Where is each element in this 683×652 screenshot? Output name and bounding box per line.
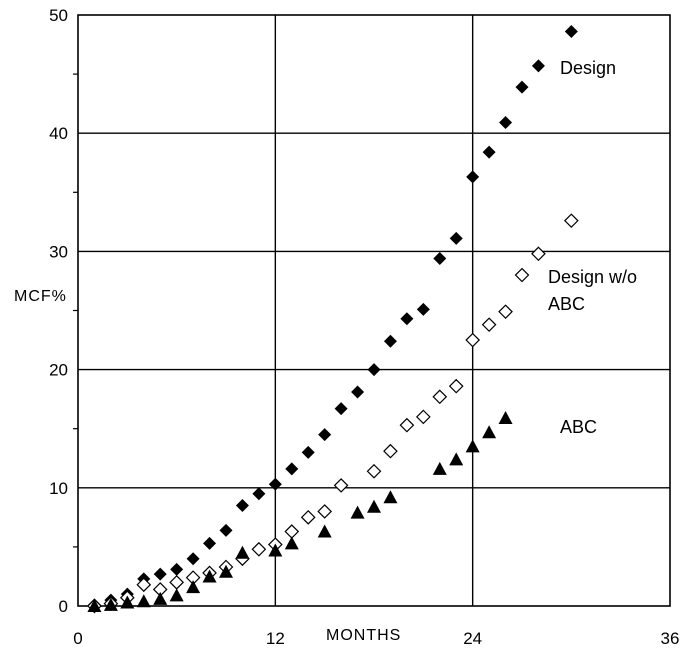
point-abc (498, 411, 513, 425)
point-design-w-o-abc (514, 267, 530, 283)
point-design-w-o-abc (366, 463, 382, 479)
point-design-w-o-abc (481, 317, 497, 333)
point-design-w-o-abc (448, 378, 464, 394)
point-design (153, 567, 167, 581)
point-design (515, 80, 529, 94)
series-label-design-wo-line2: ABC (548, 294, 585, 314)
point-abc (235, 545, 250, 559)
point-design-w-o-abc (136, 577, 152, 593)
point-design-w-o-abc (169, 575, 185, 590)
point-design (268, 477, 282, 491)
point-design (301, 445, 315, 459)
y-tick-label: 20 (49, 361, 68, 380)
x-tick-label: 0 (73, 629, 82, 648)
point-design (318, 428, 332, 442)
point-abc (432, 461, 447, 475)
point-design (466, 170, 480, 184)
point-design-w-o-abc (465, 332, 481, 348)
point-abc (87, 599, 102, 612)
point-abc (449, 452, 464, 466)
tick-labels: 0 10 20 30 40 50 0 12 24 36 (49, 6, 679, 648)
point-abc (169, 588, 184, 602)
point-design (383, 334, 397, 348)
point-design (416, 302, 430, 316)
point-abc (202, 569, 217, 583)
point-abc (350, 505, 365, 519)
y-tick-label: 10 (49, 479, 68, 498)
point-design (186, 552, 200, 566)
point-design (219, 523, 233, 537)
x-tick-label: 12 (266, 629, 285, 648)
point-abc (284, 536, 299, 550)
y-axis-title: MCF% (14, 288, 67, 305)
point-design-w-o-abc (415, 409, 431, 425)
series-label-design: Design (560, 58, 616, 78)
point-abc (317, 524, 332, 538)
grid (73, 14, 671, 607)
point-abc (136, 594, 151, 608)
point-design (449, 231, 463, 245)
point-abc (120, 595, 135, 609)
point-design (252, 487, 266, 501)
point-abc (103, 597, 118, 611)
point-design (203, 536, 217, 550)
x-tick-label: 24 (463, 629, 482, 648)
point-design-w-o-abc (333, 478, 349, 493)
point-design-w-o-abc (317, 504, 333, 519)
y-tick-label: 50 (49, 6, 68, 25)
point-design-w-o-abc (284, 524, 300, 539)
point-abc (383, 490, 398, 504)
point-abc (367, 499, 381, 513)
point-abc (465, 439, 480, 453)
point-design (285, 462, 299, 476)
point-design (499, 116, 513, 130)
point-abc (153, 591, 168, 605)
point-abc (482, 425, 497, 439)
point-abc (186, 580, 201, 594)
point-design-w-o-abc (563, 213, 579, 229)
point-design (170, 562, 184, 576)
point-design (482, 145, 496, 159)
point-design-w-o-abc (300, 510, 316, 525)
point-design-w-o-abc (251, 541, 267, 557)
point-design (531, 59, 545, 73)
point-design-w-o-abc (498, 304, 513, 320)
point-design (367, 363, 381, 377)
series-label-abc: ABC (560, 417, 597, 437)
y-tick-label: 40 (49, 124, 68, 143)
point-abc (268, 543, 283, 557)
point-design (564, 25, 578, 39)
x-tick-label: 36 (661, 629, 680, 648)
point-design (433, 251, 447, 265)
x-axis-title: MONTHS (326, 627, 401, 644)
point-design (351, 385, 365, 399)
point-design-w-o-abc (531, 246, 546, 262)
point-abc (219, 564, 233, 578)
point-design-w-o-abc (399, 417, 415, 433)
plot-marks (87, 25, 579, 614)
y-tick-label: 0 (59, 597, 68, 616)
y-tick-label: 30 (49, 242, 68, 261)
series-label-design-wo-line1: Design w/o (548, 267, 637, 287)
point-design (334, 402, 348, 416)
point-design (400, 312, 414, 326)
point-design (235, 499, 249, 513)
point-design-w-o-abc (432, 389, 448, 405)
point-design-w-o-abc (383, 443, 398, 459)
